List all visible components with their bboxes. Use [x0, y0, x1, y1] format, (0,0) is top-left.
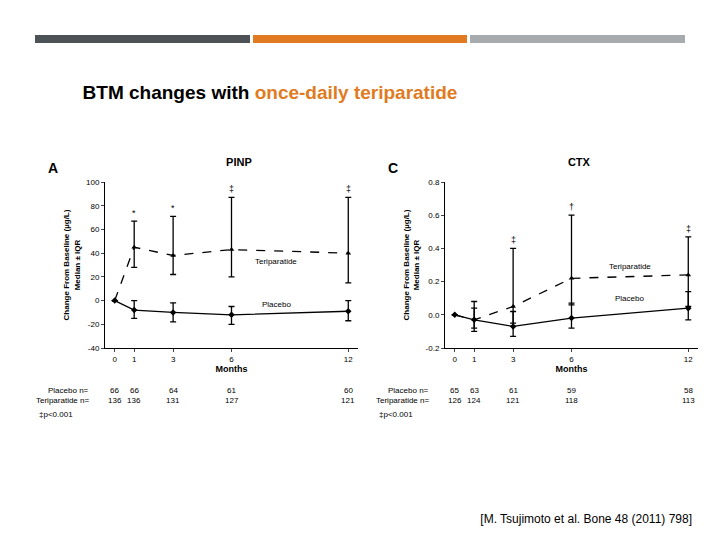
svg-text:0.8: 0.8	[428, 178, 440, 187]
svg-text:PINP: PINP	[226, 156, 252, 168]
svg-text:60: 60	[90, 225, 99, 234]
svg-text:3: 3	[511, 355, 516, 364]
svg-text:60: 60	[344, 386, 353, 395]
svg-text:Teriparatide: Teriparatide	[609, 262, 651, 271]
svg-text:Placebo n=: Placebo n=	[48, 386, 89, 395]
svg-text:‡: ‡	[229, 184, 234, 194]
svg-text:CTX: CTX	[568, 156, 591, 168]
svg-text:65: 65	[450, 386, 459, 395]
svg-text:A: A	[48, 160, 58, 176]
svg-text:66: 66	[130, 386, 139, 395]
svg-text:0.6: 0.6	[428, 211, 440, 220]
svg-text:‡: ‡	[686, 224, 691, 234]
svg-text:Change From Baseline (µg/L)Med: Change From Baseline (µg/L)Median ± IQR	[402, 209, 421, 320]
svg-text:20: 20	[90, 273, 99, 282]
svg-text:6: 6	[569, 355, 574, 364]
svg-text:‡: ‡	[346, 184, 351, 194]
svg-text:127: 127	[225, 396, 239, 405]
svg-text:0: 0	[453, 355, 458, 364]
svg-text:124: 124	[467, 396, 481, 405]
svg-text:0.2: 0.2	[428, 277, 440, 286]
svg-text:-0.2: -0.2	[426, 344, 440, 353]
svg-text:Months: Months	[216, 364, 248, 374]
svg-text:0.4: 0.4	[428, 244, 440, 253]
svg-text:C: C	[388, 160, 398, 176]
svg-text:126: 126	[448, 396, 462, 405]
svg-text:61: 61	[227, 386, 236, 395]
svg-text:Placebo: Placebo	[615, 294, 644, 303]
svg-text:121: 121	[506, 396, 520, 405]
svg-text:Teriparatide: Teriparatide	[255, 257, 297, 266]
svg-text:-20: -20	[88, 320, 100, 329]
svg-text:Teriparatide n=: Teriparatide n=	[36, 396, 89, 405]
svg-text:121: 121	[341, 396, 355, 405]
svg-text:‡: ‡	[511, 235, 516, 245]
html-text:BTM changes with once-daily te: BTM changes with once-daily teriparatide	[82, 82, 458, 103]
svg-text:‡p<0.001: ‡p<0.001	[39, 410, 73, 419]
svg-text:131: 131	[166, 396, 180, 405]
svg-text:59: 59	[567, 386, 576, 395]
svg-text:3: 3	[171, 355, 176, 364]
svg-text:12: 12	[344, 355, 353, 364]
svg-text:Months: Months	[556, 364, 588, 374]
svg-text:136: 136	[108, 396, 122, 405]
svg-text:100: 100	[86, 178, 100, 187]
svg-text:*: *	[171, 203, 175, 213]
svg-text:80: 80	[90, 202, 99, 211]
svg-text:†: †	[569, 202, 574, 212]
svg-text:113: 113	[682, 396, 695, 405]
svg-text:6: 6	[229, 355, 234, 364]
svg-text:40: 40	[90, 249, 99, 258]
svg-text:63: 63	[470, 386, 479, 395]
svg-text:1: 1	[472, 355, 477, 364]
svg-text:Change From Baseline (µg/L)Med: Change From Baseline (µg/L)Median ± IQR	[62, 209, 81, 320]
svg-text:*: *	[132, 208, 136, 218]
svg-text:136: 136	[127, 396, 141, 405]
svg-text:Teriparatide n=: Teriparatide n=	[376, 396, 429, 405]
svg-text:1: 1	[132, 355, 137, 364]
svg-text:Placebo n=: Placebo n=	[388, 386, 429, 395]
svg-text:61: 61	[509, 386, 518, 395]
svg-text:0.0: 0.0	[428, 311, 440, 320]
svg-text:‡p<0.001: ‡p<0.001	[379, 410, 413, 419]
svg-text:-40: -40	[88, 344, 100, 353]
svg-text:12: 12	[684, 355, 693, 364]
svg-text:0: 0	[113, 355, 118, 364]
svg-text:66: 66	[110, 386, 119, 395]
svg-text:58: 58	[684, 386, 693, 395]
svg-text:0: 0	[95, 296, 100, 305]
svg-text:118: 118	[565, 396, 578, 405]
svg-text:64: 64	[169, 386, 178, 395]
html-text:[M. Tsujimoto et al. Bone 48 (: [M. Tsujimoto et al. Bone 48 (2011) 798]	[480, 512, 692, 526]
svg-text:Placebo: Placebo	[262, 300, 291, 309]
